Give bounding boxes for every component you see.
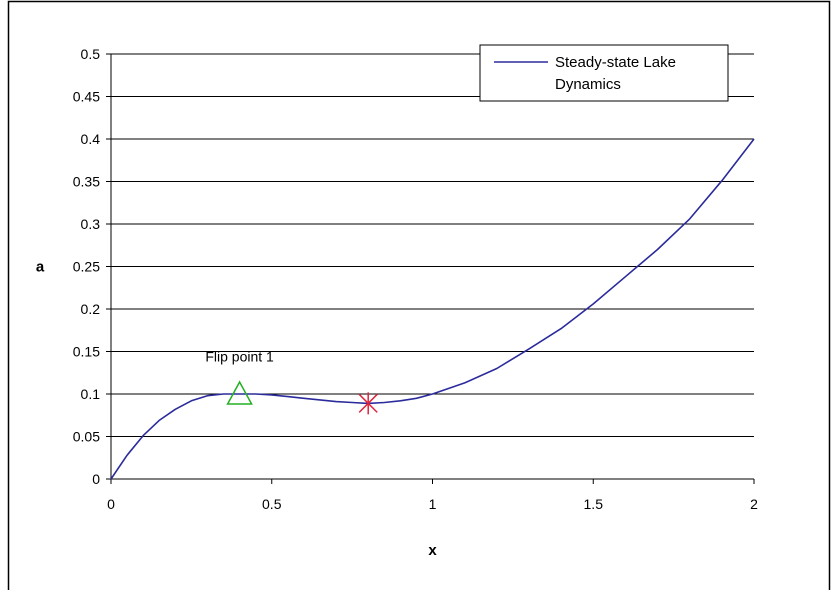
label-layer: 0 0.05 0.1 0.15 0.2 0.25 0.3 0.35 0.4 0.45 0.5 0 0.5… <box>36 46 758 559</box>
y-tick-label: 0.35 <box>73 174 100 190</box>
x-tick-label: 1 <box>429 496 437 512</box>
y-tick-label: 0.05 <box>73 429 100 445</box>
unstable-point-marker <box>358 392 378 415</box>
x-tick-label: 0 <box>107 496 115 512</box>
x-axis-title: x <box>428 542 437 559</box>
annotation-label-0: Flip point 1 <box>205 349 274 365</box>
y-tick-label: 0.4 <box>81 131 101 147</box>
axis-layer <box>106 53 755 484</box>
legend-layer: Steady-state Lake Dynamics <box>479 44 729 102</box>
marker-layer <box>226 380 378 415</box>
y-tick-label: 0.25 <box>73 259 100 275</box>
legend-box <box>479 44 729 102</box>
legend-label-line1: Steady-state Lake <box>555 54 676 71</box>
x-tick-label: 1.5 <box>584 496 604 512</box>
y-tick-label: 0.5 <box>81 46 101 62</box>
series-layer <box>110 138 755 480</box>
y-axis-title: a <box>36 259 45 276</box>
legend-label-line2: Dynamics <box>555 76 621 93</box>
x-tick-label: 0.5 <box>262 496 282 512</box>
y-tick-label: 0.45 <box>73 89 100 105</box>
y-tick-label: 0.3 <box>81 216 101 232</box>
y-tick-label: 0.1 <box>81 386 101 402</box>
y-tick-label: 0.15 <box>73 344 100 360</box>
chart-area-border <box>7 0 831 590</box>
series-line-0 <box>110 138 755 480</box>
flip-point-1-marker <box>226 380 253 405</box>
y-tick-label: 0 <box>92 471 100 487</box>
x-tick-label: 2 <box>750 496 758 512</box>
y-tick-label: 0.2 <box>81 301 101 317</box>
asterisk-stroke <box>358 393 378 413</box>
